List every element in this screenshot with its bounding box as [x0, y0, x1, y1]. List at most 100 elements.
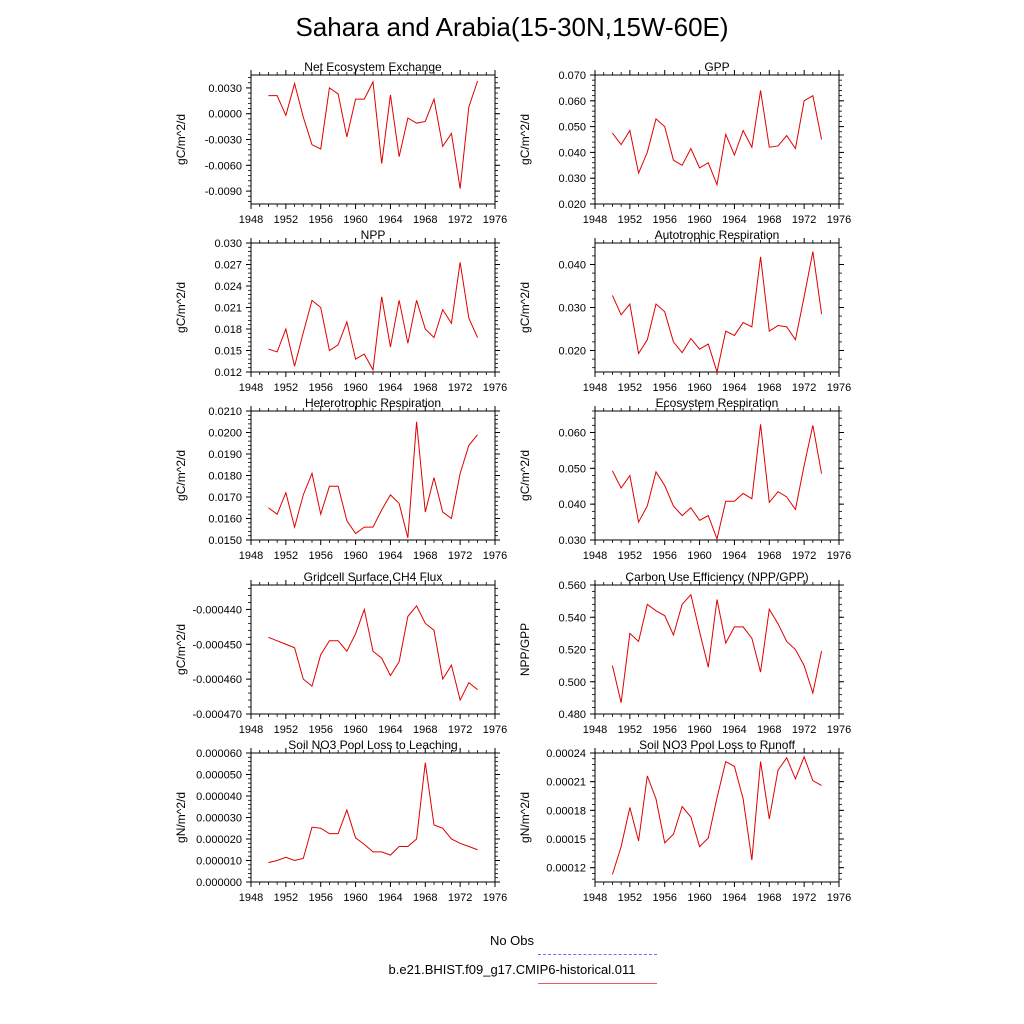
y-tick-label: -0.000450	[192, 639, 242, 651]
plot-frame	[250, 410, 496, 541]
series-line	[268, 262, 479, 372]
plot-frame	[250, 242, 496, 373]
x-tick-label: 1948	[583, 550, 607, 562]
series-line	[611, 251, 823, 374]
series-line	[612, 90, 823, 187]
y-tick-label: 0.070	[558, 70, 586, 82]
x-tick-label: 1948	[583, 892, 607, 904]
y-tick-label: 0.520	[558, 645, 586, 657]
plot-frame	[594, 752, 840, 883]
y-axis-label: gN/m^2/d	[174, 792, 188, 843]
x-tick-label: 1972	[448, 724, 472, 736]
x-tick-label: 1972	[792, 214, 816, 226]
x-tick-label: 1952	[274, 214, 298, 226]
x-tick-label: 1972	[792, 550, 816, 562]
x-tick-label: 1972	[792, 892, 816, 904]
y-tick-label: 0.0170	[208, 492, 242, 504]
y-tick-label: -0.000460	[192, 674, 242, 686]
chart-title: Heterotrophic Respiration	[305, 396, 441, 410]
x-tick-label: 1960	[687, 550, 711, 562]
x-tick-label: 1948	[239, 382, 263, 394]
x-tick-label: 1952	[618, 550, 642, 562]
y-axis-label: gC/m^2/d	[174, 114, 188, 165]
x-tick-label: 1948	[239, 214, 263, 226]
x-tick-label: 1968	[413, 550, 437, 562]
x-tick-label: 1972	[792, 724, 816, 736]
y-tick-label: 0.000050	[196, 770, 242, 782]
x-tick-label: 1952	[274, 382, 298, 394]
y-axis-label: gC/m^2/d	[518, 282, 532, 333]
x-tick-label: 1956	[652, 550, 676, 562]
y-tick-label: 0.000010	[196, 856, 242, 868]
x-tick-label: 1948	[583, 724, 607, 736]
x-tick-label: 1960	[687, 382, 711, 394]
y-tick-label: 0.018	[214, 324, 242, 336]
x-tick-label: 1948	[583, 214, 607, 226]
series-line	[268, 80, 479, 189]
y-tick-label: 0.060	[558, 428, 586, 440]
series-line	[611, 593, 823, 703]
plot-frame	[250, 752, 496, 883]
y-tick-label: 0.030	[558, 173, 586, 185]
x-tick-label: 1968	[413, 724, 437, 736]
y-tick-label: 0.030	[558, 303, 586, 315]
x-tick-label: 1948	[239, 724, 263, 736]
chart-panel-6: Gridcell Surface CH4 Flux gC/m^2/d 1948 195…	[174, 570, 507, 736]
y-axis-label: gC/m^2/d	[174, 282, 188, 333]
x-tick-label: 1968	[413, 892, 437, 904]
x-tick-label: 1964	[722, 550, 746, 562]
x-tick-label: 1952	[618, 214, 642, 226]
y-tick-label: 0.060	[558, 96, 586, 108]
legend-obs-line	[538, 954, 657, 955]
x-tick-label: 1976	[483, 724, 507, 736]
y-tick-label: 0.500	[558, 677, 586, 689]
y-tick-label: 0.0190	[208, 449, 242, 461]
y-tick-label: 0.0200	[208, 428, 242, 440]
x-tick-label: 1960	[687, 724, 711, 736]
x-tick-label: 1972	[448, 550, 472, 562]
y-tick-label: 0.00021	[546, 777, 586, 789]
x-tick-label: 1964	[378, 214, 402, 226]
x-tick-label: 1960	[687, 214, 711, 226]
y-tick-label: 0.021	[214, 303, 242, 315]
y-tick-label: 0.00012	[546, 863, 586, 875]
x-tick-label: 1968	[757, 382, 781, 394]
x-tick-label: 1976	[827, 550, 851, 562]
chart-panel-7: Carbon Use Efficiency (NPP/GPP) NPP/GPP 19…	[518, 570, 851, 736]
y-tick-label: 0.040	[558, 499, 586, 511]
chart-panel-2: NPP gC/m^2/d 1948 1952 1956 1960 1964 1968 1972 1…	[174, 228, 507, 394]
chart-title: Net Ecosystem Exchange	[304, 60, 442, 74]
x-tick-label: 1956	[652, 724, 676, 736]
x-tick-label: 1968	[413, 214, 437, 226]
chart-panel-4: Heterotrophic Respiration gC/m^2/d 1948 195…	[174, 396, 507, 562]
x-tick-label: 1964	[378, 550, 402, 562]
x-tick-label: 1952	[274, 724, 298, 736]
x-tick-label: 1948	[239, 892, 263, 904]
y-tick-label: 0.000000	[196, 877, 242, 889]
x-tick-label: 1964	[722, 382, 746, 394]
chart-title: Soil NO3 Pool Loss to Runoff	[639, 738, 796, 752]
y-tick-label: 0.000040	[196, 791, 242, 803]
x-tick-label: 1964	[722, 724, 746, 736]
chart-panel-3: Autotrophic Respiration gC/m^2/d 1948 1952 1…	[518, 228, 851, 394]
y-tick-label: 0.012	[214, 367, 242, 379]
x-tick-label: 1964	[378, 724, 402, 736]
legend-model-label: b.e21.BHIST.f09_g17.CMIP6-historical.011	[388, 962, 636, 977]
y-tick-label: 0.040	[558, 260, 586, 272]
y-tick-label: 0.040	[558, 147, 586, 159]
y-tick-label: 0.0000	[208, 109, 242, 121]
x-tick-label: 1972	[448, 892, 472, 904]
chart-panel-1: GPP gC/m^2/d 1948 1952 1956 1960 1964 1968 1972 1…	[518, 60, 851, 226]
y-tick-label: 0.050	[558, 463, 586, 475]
x-tick-label: 1976	[827, 214, 851, 226]
y-axis-label: gC/m^2/d	[174, 624, 188, 675]
chart-panel-8: Soil NO3 Pool Loss to Leaching gN/m^2/d 19…	[174, 738, 507, 904]
y-axis-label: gC/m^2/d	[518, 114, 532, 165]
x-tick-label: 1956	[308, 550, 332, 562]
x-tick-label: 1968	[757, 892, 781, 904]
x-tick-label: 1956	[308, 214, 332, 226]
y-tick-label: -0.000470	[192, 709, 242, 721]
y-axis-label: gN/m^2/d	[518, 792, 532, 843]
y-tick-label: 0.000060	[196, 748, 242, 760]
